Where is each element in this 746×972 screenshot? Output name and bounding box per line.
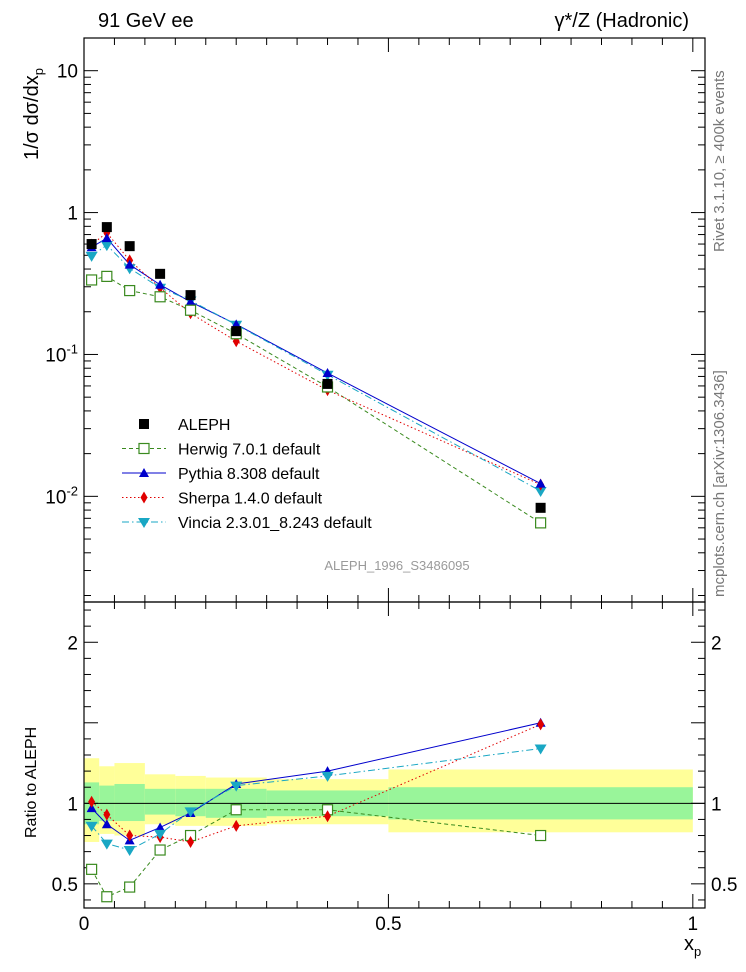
legend-label-herwig: Herwig 7.0.1 default bbox=[178, 442, 321, 459]
legend: ALEPH Herwig 7.0.1 default Pythia 8.308 de… bbox=[122, 417, 372, 532]
ratio-xlabel: xp bbox=[684, 933, 701, 959]
ratio-point-vincia bbox=[230, 781, 243, 792]
ratio-y-tick-label-left: 2 bbox=[67, 633, 78, 654]
ratio-y-tick-label-right: 2 bbox=[711, 633, 722, 654]
legend-marker-aleph bbox=[139, 419, 149, 429]
data-point-vincia bbox=[100, 241, 113, 252]
ratio-point-herwig bbox=[101, 891, 113, 903]
y-tick-label: 10-2 bbox=[45, 483, 78, 508]
data-point-aleph bbox=[124, 241, 135, 252]
ratio-point-sherpa bbox=[232, 819, 240, 832]
data-point-aleph bbox=[101, 222, 112, 233]
y-tick-label: 1 bbox=[67, 204, 78, 225]
data-point-pythia bbox=[231, 319, 242, 329]
ratio-point-herwig bbox=[535, 829, 547, 842]
data-point-aleph bbox=[155, 268, 166, 279]
series-line-sherpa bbox=[91, 232, 541, 486]
ratio-point-vincia bbox=[184, 807, 197, 818]
series-line-vincia bbox=[91, 244, 541, 492]
data-point-herwig bbox=[86, 274, 98, 286]
ratio-line-sherpa bbox=[91, 723, 541, 843]
data-point-aleph bbox=[86, 239, 97, 250]
y-tick-label: 10 bbox=[57, 62, 78, 83]
ratio-point-sherpa bbox=[103, 808, 111, 821]
uncertainty-band-inner bbox=[144, 788, 176, 815]
legend-label-sherpa: Sherpa 1.4.0 default bbox=[178, 491, 323, 508]
data-point-aleph bbox=[535, 502, 546, 513]
series-line-herwig bbox=[91, 275, 541, 524]
legend-marker-sherpa bbox=[140, 491, 148, 504]
data-point-pythia bbox=[185, 296, 196, 306]
ratio-point-vincia bbox=[123, 846, 136, 857]
data-point-pythia bbox=[322, 368, 333, 378]
ratio-point-herwig bbox=[154, 844, 166, 856]
analysis-watermark: ALEPH_1996_S3486095 bbox=[324, 558, 469, 573]
ratio-point-sherpa bbox=[88, 795, 96, 808]
main-panel: 10 1 10-1 10-2 bbox=[45, 37, 706, 603]
mcplots-site-label: mcplots.cern.ch [arXiv:1306.3436] bbox=[711, 370, 728, 597]
ratio-point-vincia bbox=[534, 744, 547, 755]
data-point-pythia bbox=[155, 279, 166, 289]
ratio-point-vincia bbox=[85, 821, 98, 832]
data-point-vincia bbox=[534, 487, 547, 498]
legend-marker-pythia bbox=[139, 468, 149, 477]
ratio-point-sherpa bbox=[187, 835, 195, 848]
legend-marker-vincia bbox=[138, 518, 150, 528]
legend-label-pythia: Pythia 8.308 default bbox=[178, 466, 320, 483]
ratio-y-tick-label-right: 0.5 bbox=[711, 875, 737, 896]
ratio-line-vincia bbox=[91, 748, 541, 851]
uncertainty-band-inner bbox=[114, 783, 145, 822]
data-point-aleph bbox=[185, 290, 196, 301]
ratio-point-vincia bbox=[100, 839, 113, 850]
ratio-y-tick-label-right: 1 bbox=[711, 794, 722, 815]
ratio-panel: 0 0.5 12 21 10.5 0.5 bbox=[52, 601, 737, 935]
ratio-y-tick-label-left: 0.5 bbox=[52, 875, 78, 896]
svg-text:1/σ dσ/dxp: 1/σ dσ/dxp bbox=[21, 68, 46, 160]
rivet-version-label: Rivet 3.1.10, ≥ 400k events bbox=[711, 70, 728, 252]
ratio-point-vincia bbox=[321, 771, 334, 782]
main-ylabel: 1/σ dσ/dxp bbox=[21, 68, 46, 160]
legend-label-aleph: ALEPH bbox=[178, 417, 230, 434]
ratio-y-tick-label-left: 1 bbox=[67, 794, 78, 815]
ratio-point-sherpa bbox=[537, 718, 545, 731]
x-tick-label: 0 bbox=[79, 914, 90, 935]
data-point-pythia bbox=[101, 233, 112, 243]
data-point-pythia bbox=[535, 478, 546, 488]
ratio-point-herwig bbox=[86, 863, 98, 875]
data-point-aleph bbox=[231, 326, 242, 337]
ratio-point-vincia bbox=[154, 829, 167, 840]
legend-label-vincia: Vincia 2.3.01_8.243 default bbox=[178, 515, 372, 532]
ratio-point-sherpa bbox=[126, 829, 134, 842]
header-right: γ*/Z (Hadronic) bbox=[555, 10, 689, 32]
y-tick-label: 10-1 bbox=[45, 341, 78, 366]
ratio-point-pythia bbox=[101, 819, 112, 829]
data-point-herwig bbox=[154, 291, 166, 303]
data-point-herwig bbox=[184, 304, 197, 316]
x-tick-label: 0.5 bbox=[375, 914, 401, 935]
data-point-herwig bbox=[535, 517, 547, 529]
ratio-point-herwig bbox=[124, 881, 136, 893]
ratio-point-herwig bbox=[230, 804, 242, 816]
data-point-aleph bbox=[322, 378, 333, 389]
data-point-herwig bbox=[101, 270, 113, 282]
ratio-point-sherpa bbox=[324, 810, 332, 823]
data-point-herwig bbox=[124, 284, 136, 297]
ratio-point-pythia bbox=[155, 822, 166, 832]
ratio-ylabel: Ratio to ALEPH bbox=[23, 727, 40, 838]
x-tick-label: 1 bbox=[688, 914, 699, 935]
data-point-vincia bbox=[85, 251, 98, 262]
header-left: 91 GeV ee bbox=[98, 10, 194, 32]
legend-marker-herwig bbox=[138, 442, 150, 455]
data-point-pythia bbox=[124, 259, 135, 269]
ratio-plot-frame bbox=[83, 601, 706, 909]
svg-text:xp: xp bbox=[684, 933, 701, 959]
